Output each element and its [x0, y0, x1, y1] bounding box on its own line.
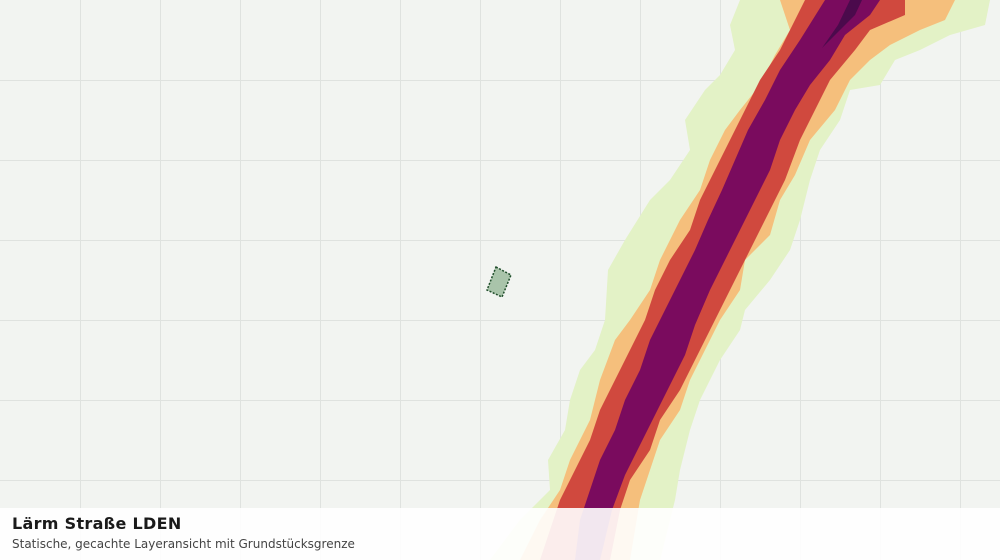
caption-bar: Lärm Straße LDEN Statische, gecachte Lay…	[0, 508, 1000, 560]
noise-band-extreme	[822, 0, 862, 48]
layer-subtitle: Statische, gecachte Layeransicht mit Gru…	[12, 537, 355, 551]
noise-layer	[490, 0, 990, 560]
layer-title: Lärm Straße LDEN	[12, 514, 182, 533]
parcel-boundary	[486, 265, 512, 299]
noise-band-veryhigh	[575, 0, 880, 560]
